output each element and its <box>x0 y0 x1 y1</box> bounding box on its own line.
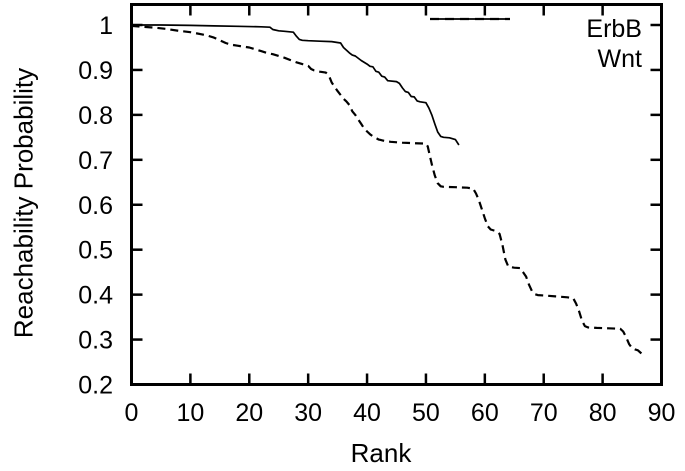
x-tick-label: 30 <box>294 399 322 427</box>
x-tick-label: 70 <box>530 399 558 427</box>
legend-label-erbb: ErbB <box>586 15 642 43</box>
y-tick-label: 0.3 <box>78 327 113 355</box>
legend-dashed-line-icon <box>430 17 510 21</box>
y-tick-label: 0.5 <box>78 237 113 265</box>
x-tick-label: 50 <box>412 399 440 427</box>
legend-label-wnt: Wnt <box>597 45 642 73</box>
x-tick-label: 10 <box>176 399 204 427</box>
axis-border <box>130 3 663 386</box>
x-tick-label: 90 <box>648 399 676 427</box>
legend: ErbB Wnt <box>430 14 642 74</box>
x-tick-label: 20 <box>235 399 263 427</box>
y-tick-label: 0.6 <box>78 192 113 220</box>
y-tick-label: 0.7 <box>78 147 113 175</box>
x-tick-label: 40 <box>353 399 381 427</box>
y-axis-title: Reachability Probability <box>8 67 39 339</box>
x-tick-label: 60 <box>471 399 499 427</box>
y-tick-label: 0.8 <box>78 102 113 130</box>
x-tick-label: 0 <box>125 399 139 427</box>
y-tick-label: 0.2 <box>78 372 113 400</box>
wnt-line <box>131 24 645 357</box>
y-tick-label: 1 <box>99 12 113 40</box>
y-tick-label: 0.4 <box>78 282 113 310</box>
legend-item-erbb: ErbB <box>430 14 642 44</box>
x-tick-label: 80 <box>589 399 617 427</box>
erbb-line <box>131 24 460 146</box>
y-tick-label: 0.9 <box>78 57 113 85</box>
x-axis-title: Rank <box>350 438 412 468</box>
legend-item-wnt: Wnt <box>430 17 642 74</box>
